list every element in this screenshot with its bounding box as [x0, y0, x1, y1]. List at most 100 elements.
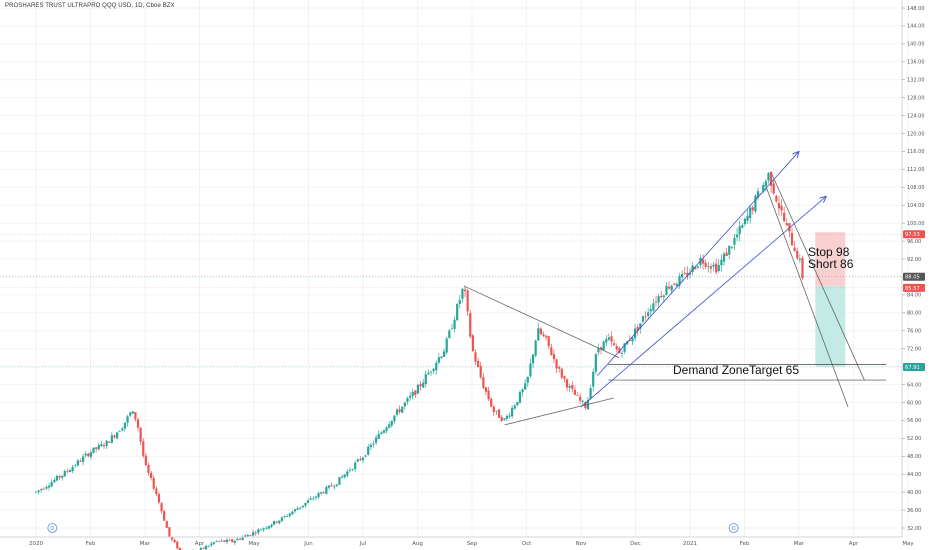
candle-body	[712, 264, 715, 267]
candle-body	[346, 471, 349, 476]
candle-body	[252, 532, 255, 536]
price-tick-label: 48.00	[907, 454, 921, 460]
candle-body	[304, 502, 307, 506]
candle-body	[118, 430, 121, 432]
candle	[306, 498, 310, 504]
candle	[280, 516, 284, 523]
price-tick-label: 64.00	[907, 382, 921, 388]
candle-body	[301, 505, 304, 508]
target-label: Target 65	[749, 363, 800, 377]
candle	[395, 407, 399, 417]
candle	[275, 521, 278, 524]
candle-body	[775, 195, 778, 202]
candle-body	[639, 323, 642, 329]
event-icon	[47, 523, 58, 533]
candle	[735, 228, 739, 242]
time-tick-label: May	[248, 541, 260, 547]
candle	[320, 491, 323, 495]
candle	[401, 406, 404, 414]
candle	[422, 378, 425, 389]
candle	[113, 434, 116, 440]
time-tick-label: Jun	[303, 541, 313, 547]
candle	[58, 475, 61, 480]
candle	[720, 254, 723, 272]
candle-body	[270, 524, 273, 527]
candle-body	[558, 367, 561, 369]
candle-body	[508, 415, 511, 417]
candle-body	[435, 362, 438, 371]
candle-body	[717, 265, 720, 272]
candle	[272, 520, 276, 526]
candle-body	[131, 411, 134, 414]
candle-body	[283, 516, 286, 518]
candle-body	[390, 420, 393, 426]
candle-body	[115, 432, 119, 439]
candle	[92, 447, 95, 454]
candle	[701, 254, 705, 270]
candle-body	[594, 354, 597, 372]
candle	[223, 540, 226, 543]
candle-body	[623, 343, 626, 352]
candle-body	[45, 486, 48, 489]
candle	[586, 396, 590, 410]
candle	[388, 421, 391, 429]
candle	[157, 491, 161, 505]
candle-body	[764, 181, 767, 187]
candle	[390, 420, 393, 428]
candle-body	[563, 376, 566, 379]
price-badge-label: 97.53	[905, 232, 920, 238]
candle-body	[275, 521, 278, 523]
candle	[448, 329, 451, 339]
candle-body	[372, 443, 375, 445]
candle-body	[401, 406, 404, 413]
candle-body	[722, 253, 726, 262]
candle	[568, 383, 571, 392]
price-badge: 85.57	[903, 283, 925, 292]
candle	[539, 327, 542, 336]
candle-body	[369, 444, 372, 448]
candle-body	[429, 371, 433, 373]
candle	[712, 261, 715, 272]
candle-body	[55, 476, 59, 481]
candle-body	[367, 446, 370, 455]
candle-body	[406, 398, 409, 402]
time-tick-label: Jul	[359, 541, 367, 547]
candle-body	[720, 259, 723, 266]
price-tick-label: 52.00	[907, 436, 921, 442]
candle-body	[615, 346, 618, 350]
price-tick-label: 108.00	[907, 185, 925, 191]
candle-body	[505, 416, 508, 420]
price-badge: 67.91	[903, 363, 925, 372]
candle-body	[613, 343, 616, 346]
candle-body	[492, 406, 495, 413]
candle-body	[796, 250, 799, 259]
candle	[202, 547, 205, 550]
candle-body	[280, 517, 284, 521]
candle-body	[382, 430, 386, 433]
candle-body	[165, 521, 168, 528]
candle-body	[605, 339, 608, 343]
candle-body	[327, 485, 331, 488]
candle	[798, 254, 801, 263]
price-tick-label: 60.00	[907, 400, 921, 406]
candle-body	[620, 353, 624, 355]
candle-body	[602, 341, 605, 351]
candle-body	[636, 327, 639, 331]
time-tick-label: Nov	[576, 541, 587, 547]
candle	[249, 534, 252, 537]
candle	[262, 527, 265, 532]
candle-body	[537, 328, 540, 341]
candle	[654, 296, 658, 307]
candle	[772, 178, 775, 195]
time-tick-label: Mar	[140, 541, 151, 547]
candle	[594, 352, 597, 375]
stop-label: Stop 98	[808, 245, 850, 259]
candle	[299, 507, 302, 510]
candle-body	[233, 540, 236, 543]
candle-body	[422, 382, 425, 388]
time-tick-label: Oct	[522, 541, 532, 547]
candle-body	[560, 368, 563, 378]
candle	[482, 373, 485, 390]
candle	[783, 206, 786, 223]
